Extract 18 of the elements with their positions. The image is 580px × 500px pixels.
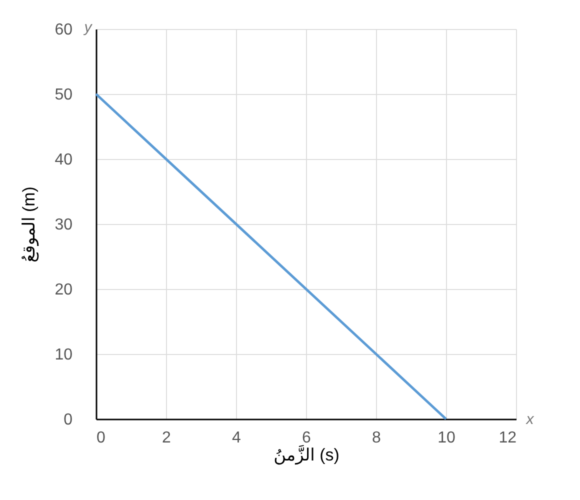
y-tick-label: 30 — [54, 216, 73, 234]
y-tick-label: 20 — [54, 282, 73, 298]
x-tick-label: 12 — [498, 430, 517, 446]
y-tick-label: 40 — [54, 152, 73, 168]
y-tick-label: 10 — [54, 346, 73, 364]
x-tick-label: 0 — [96, 430, 106, 446]
x-tick-label: 2 — [162, 430, 172, 446]
x-tick-label: 10 — [438, 430, 456, 446]
y-tick-label: 60 — [54, 22, 73, 38]
y-tick-label: 50 — [54, 86, 73, 104]
y-tick-label: 0 — [64, 412, 73, 428]
x-tick-label: 4 — [232, 430, 242, 446]
y-axis-title: الموقعُ (m) — [20, 186, 40, 262]
text: y — [83, 19, 94, 36]
x-tick-label: 6 — [302, 430, 312, 446]
x-axis-title: الزَّمنُ (s) — [274, 444, 340, 466]
text: x — [525, 411, 534, 428]
x-tick-label: 8 — [372, 430, 382, 446]
